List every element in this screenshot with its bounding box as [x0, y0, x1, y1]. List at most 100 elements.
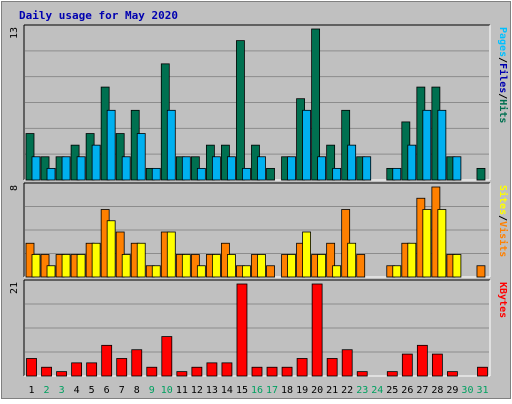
panel-2: 8 Sites/Visits: [9, 182, 509, 278]
bar-kbytes-day-27: [416, 344, 428, 377]
x-tick-label: 1: [29, 385, 35, 396]
x-tick-label: 10: [161, 385, 173, 396]
y-max-label: 8: [9, 185, 20, 191]
bar-kbytes-day-3: [56, 371, 67, 377]
bar-sites-day-22: [347, 242, 357, 278]
legend: KBytes: [497, 282, 508, 318]
bar-kbytes-day-8: [131, 349, 143, 377]
bar-files-day-18: [287, 156, 296, 181]
bar-files-day-13: [211, 156, 221, 181]
x-tick-label: 22: [341, 385, 353, 396]
bar-sites-day-5: [91, 242, 101, 278]
bar-kbytes-day-19: [296, 358, 308, 377]
x-tick-label: 13: [206, 385, 218, 396]
bar-kbytes-day-1: [26, 358, 37, 377]
x-tick-label: 12: [191, 385, 203, 396]
bar-sites-day-29: [452, 254, 462, 278]
bar-kbytes-day-28: [431, 353, 443, 377]
bar-visits-day-31: [476, 265, 486, 278]
bar-files-day-10: [166, 109, 176, 181]
bar-sites-day-7: [121, 254, 131, 278]
x-tick-label: 31: [476, 385, 488, 396]
bar-files-day-26: [407, 144, 417, 181]
bar-sites-day-21: [332, 265, 342, 278]
bar-files-day-1: [31, 156, 41, 181]
bar-sites-day-4: [76, 254, 86, 278]
bar-sites-day-13: [211, 254, 221, 278]
x-tick-label: 4: [74, 385, 80, 396]
bar-sites-day-16: [257, 254, 266, 278]
bar-sites-day-19: [302, 231, 311, 278]
x-tick-label: 16: [251, 385, 263, 396]
bar-files-day-11: [181, 156, 191, 181]
panel-3: 21 KBytes: [9, 279, 508, 377]
bar-kbytes-day-15: [236, 283, 248, 377]
x-tick-label: 21: [326, 385, 338, 396]
chart-panels: 13 Pages/Files/Hits 8 Sites/Visits 21 KBytes: [9, 24, 509, 377]
bars: [25, 28, 486, 181]
x-tick-label: 30: [461, 385, 473, 396]
x-tick-label: 28: [431, 385, 443, 396]
bar-hits-day-15: [236, 40, 245, 181]
bar-sites-day-20: [317, 254, 327, 278]
x-tick-label: 24: [371, 385, 383, 396]
legend-item-sites: Sites: [497, 185, 509, 215]
y-max-label: 13: [9, 27, 20, 39]
x-tick-label: 18: [281, 385, 293, 396]
bar-kbytes-day-25: [386, 371, 398, 377]
x-tick-label: 5: [89, 385, 95, 396]
bar-sites-day-18: [287, 254, 296, 278]
bar-files-day-2: [46, 167, 56, 181]
bar-visits-day-17: [266, 265, 275, 278]
x-tick-label: 27: [416, 385, 428, 396]
bar-sites-day-15: [242, 265, 251, 278]
legend: Pages/Files/Hits: [497, 27, 509, 123]
y-max-label: 21: [9, 282, 20, 294]
x-tick-label: 7: [119, 385, 125, 396]
bar-files-day-25: [392, 167, 402, 181]
bar-kbytes-day-20: [311, 283, 323, 377]
bar-kbytes-day-22: [341, 349, 353, 377]
legend: Sites/Visits: [497, 185, 509, 257]
bar-sites-day-10: [166, 231, 176, 278]
bar-sites-day-8: [136, 242, 146, 278]
bar-hits-day-20: [311, 28, 321, 181]
bar-files-day-7: [121, 156, 131, 181]
bar-files-day-29: [452, 156, 462, 181]
legend-item-files: Files: [497, 63, 509, 93]
bar-kbytes-day-5: [86, 362, 98, 377]
bar-files-day-23: [362, 156, 372, 181]
bar-kbytes-day-6: [101, 344, 113, 377]
bar-kbytes-day-9: [146, 366, 158, 377]
legend-item-pages: Pages: [497, 27, 508, 57]
legend-item-kbytes: KBytes: [497, 282, 508, 318]
bar-sites-day-12: [196, 265, 206, 278]
bar-sites-day-25: [392, 265, 402, 278]
bars: [25, 186, 486, 278]
x-tick-label: 19: [296, 385, 308, 396]
x-axis-labels: 1 2 3 4 5 6 7 8 9 10 11 12 13 14 15 16 17 18 19 20 21 22 23 24 2…: [29, 385, 489, 396]
bar-files-day-5: [91, 144, 101, 181]
bar-files-day-20: [317, 156, 327, 181]
bar-kbytes-day-18: [281, 366, 293, 377]
bar-files-day-16: [257, 156, 266, 181]
legend-item-slash: /: [497, 57, 508, 63]
bar-sites-day-3: [61, 254, 71, 278]
x-tick-label: 11: [176, 385, 188, 396]
x-tick-label: 8: [134, 385, 140, 396]
x-tick-label: 25: [386, 385, 398, 396]
x-tick-label: 14: [221, 385, 233, 396]
bar-files-day-6: [106, 109, 116, 181]
x-tick-label: 20: [311, 385, 323, 396]
bar-files-day-27: [422, 109, 432, 181]
bar-kbytes-day-11: [176, 371, 188, 377]
x-tick-label: 2: [44, 385, 50, 396]
bar-kbytes-day-29: [447, 371, 458, 377]
bar-kbytes-day-21: [326, 358, 338, 377]
bar-sites-day-26: [407, 242, 417, 278]
bar-files-day-28: [437, 109, 447, 181]
panel-1: 13 Pages/Files/Hits: [9, 24, 509, 181]
bar-kbytes-day-10: [161, 336, 173, 377]
bar-hits-day-31: [476, 167, 486, 181]
